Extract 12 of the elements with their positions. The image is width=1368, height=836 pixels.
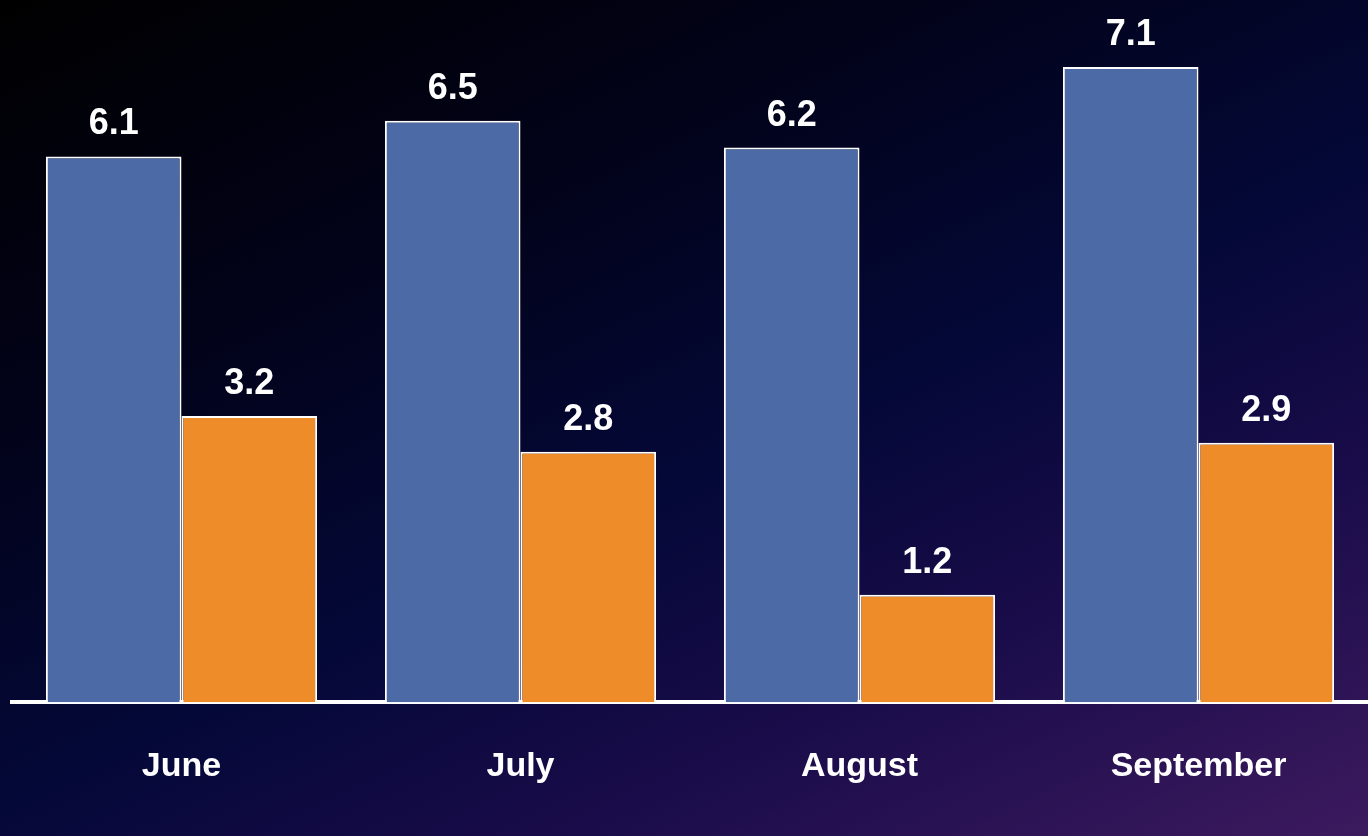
data-label: 6.1 xyxy=(88,101,139,143)
data-label: 7.1 xyxy=(1105,12,1156,53)
x-tick-label: August xyxy=(800,744,919,783)
data-label: 1.2 xyxy=(902,539,953,581)
x-tick-label: June xyxy=(141,744,222,783)
data-label: 6.2 xyxy=(766,92,817,134)
data-label: 2.8 xyxy=(563,396,614,438)
x-tick-label: September xyxy=(1110,744,1287,783)
x-tick-label: July xyxy=(486,744,555,783)
data-label: 2.9 xyxy=(1241,387,1292,429)
data-label: 3.2 xyxy=(224,360,275,402)
data-label: 6.5 xyxy=(427,65,478,107)
